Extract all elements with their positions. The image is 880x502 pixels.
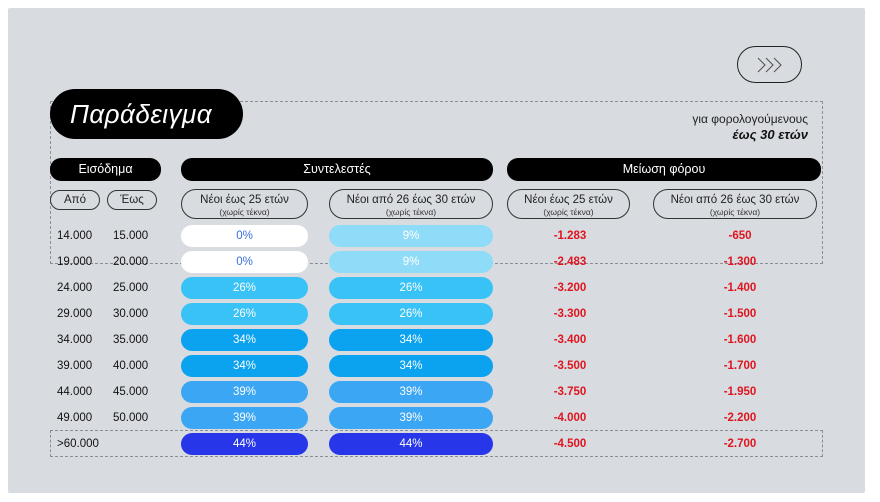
reduction-b: -1.700 (723, 360, 757, 372)
rate-pill-a: 0% (181, 225, 308, 247)
rate-pill-a: 39% (181, 381, 308, 403)
income-from: 34.000 (57, 334, 93, 346)
rate-pill-b: 9% (329, 225, 493, 247)
rate-col-b-note: (χωρίς τέκνα) (385, 207, 437, 217)
income-to: 30.000 (113, 308, 149, 320)
rate-col-a-note: (χωρίς τέκνα) (219, 207, 270, 217)
reduction-b: -650 (728, 230, 752, 242)
rate-pill-a: 26% (181, 277, 308, 299)
rate-pill-a: 34% (181, 355, 308, 377)
rate-pill-a: 0% (181, 251, 308, 273)
reduction-a: -3.500 (553, 360, 587, 372)
subtitle: για φορολογούμενους έως 30 ετών (692, 111, 808, 143)
reduction-col-b-header: Νέοι από 26 έως 30 ετών (χωρίς τέκνα) (653, 189, 817, 219)
next-button[interactable] (737, 46, 802, 83)
reduction-b: -1.600 (723, 334, 757, 346)
income-from: 39.000 (57, 360, 93, 372)
reduction-header: Μείωση φόρου (507, 158, 821, 181)
income-to: 35.000 (113, 334, 149, 346)
table-row: 14.000 15.000 0% 9% -1.283 -650 (0, 225, 880, 248)
income-to: 40.000 (113, 360, 149, 372)
from-column-header: Από (50, 190, 100, 210)
income-header: Εισόδημα (50, 158, 161, 181)
income-from: >60.000 (57, 438, 99, 450)
rate-pill-b: 44% (329, 433, 493, 455)
rate-pill-b: 34% (329, 355, 493, 377)
table-row: 44.000 45.000 39% 39% -3.750 -1.950 (0, 381, 880, 404)
rate-pill-a: 34% (181, 329, 308, 351)
rate-col-b-label: Νέοι από 26 έως 30 ετών (346, 194, 476, 206)
reduction-b: -1.300 (723, 256, 757, 268)
table-row: 24.000 25.000 26% 26% -3.200 -1.400 (0, 277, 880, 300)
rate-col-b-header: Νέοι από 26 έως 30 ετών (χωρίς τέκνα) (329, 189, 493, 219)
reduction-a: -1.283 (553, 230, 587, 242)
reduction-b: -1.950 (723, 386, 757, 398)
income-from: 44.000 (57, 386, 93, 398)
reduction-a: -3.400 (553, 334, 587, 346)
reduction-a: -3.300 (553, 308, 587, 320)
reduction-b: -2.200 (723, 412, 757, 424)
rate-pill-a: 39% (181, 407, 308, 429)
subtitle-line2: έως 30 ετών (732, 127, 808, 142)
to-column-header: Έως (107, 190, 157, 210)
table-row: >60.000 44% 44% -4.500 -2.700 (0, 433, 880, 456)
table-row: 29.000 30.000 26% 26% -3.300 -1.500 (0, 303, 880, 326)
rate-col-a-header: Νέοι έως 25 ετών (χωρίς τέκνα) (181, 189, 308, 219)
reduction-b: -1.500 (723, 308, 757, 320)
income-from: 29.000 (57, 308, 93, 320)
income-from: 14.000 (57, 230, 93, 242)
chevrons-right-icon (757, 57, 782, 72)
reduction-b: -1.400 (723, 282, 757, 294)
income-from: 19.000 (57, 256, 93, 268)
income-to: 45.000 (113, 386, 149, 398)
reduction-col-a-note: (χωρίς τέκνα) (543, 207, 594, 217)
income-from: 49.000 (57, 412, 93, 424)
rate-pill-b: 39% (329, 381, 493, 403)
highlight-box-bottom (50, 430, 823, 457)
rate-pill-a: 44% (181, 433, 308, 455)
reduction-b: -2.700 (723, 438, 757, 450)
reduction-a: -3.200 (553, 282, 587, 294)
reduction-col-a-header: Νέοι έως 25 ετών (χωρίς τέκνα) (507, 189, 630, 219)
income-to: 20.000 (113, 256, 149, 268)
income-to: 50.000 (113, 412, 149, 424)
reduction-a: -3.750 (553, 386, 587, 398)
table-row: 34.000 35.000 34% 34% -3.400 -1.600 (0, 329, 880, 352)
rate-pill-b: 26% (329, 303, 493, 325)
reduction-a: -2.483 (553, 256, 587, 268)
reduction-col-a-label: Νέοι έως 25 ετών (524, 194, 613, 206)
reduction-a: -4.500 (553, 438, 587, 450)
subtitle-line1: για φορολογούμενους (692, 112, 808, 126)
table-row: 39.000 40.000 34% 34% -3.500 -1.700 (0, 355, 880, 378)
reduction-col-b-note: (χωρίς τέκνα) (709, 207, 761, 217)
rate-pill-b: 34% (329, 329, 493, 351)
table-row: 49.000 50.000 39% 39% -4.000 -2.200 (0, 407, 880, 430)
rate-pill-b: 26% (329, 277, 493, 299)
rate-pill-b: 9% (329, 251, 493, 273)
reduction-col-b-label: Νέοι από 26 έως 30 ετών (670, 194, 800, 206)
rate-pill-a: 26% (181, 303, 308, 325)
income-to: 25.000 (113, 282, 149, 294)
income-to: 15.000 (113, 230, 149, 242)
income-from: 24.000 (57, 282, 93, 294)
rate-col-a-label: Νέοι έως 25 ετών (200, 194, 289, 206)
reduction-a: -4.000 (553, 412, 587, 424)
rates-header: Συντελεστές (181, 158, 493, 181)
rate-pill-b: 39% (329, 407, 493, 429)
table-row: 19.000 20.000 0% 9% -2.483 -1.300 (0, 251, 880, 274)
page-title: Παράδειγμα (50, 89, 243, 139)
